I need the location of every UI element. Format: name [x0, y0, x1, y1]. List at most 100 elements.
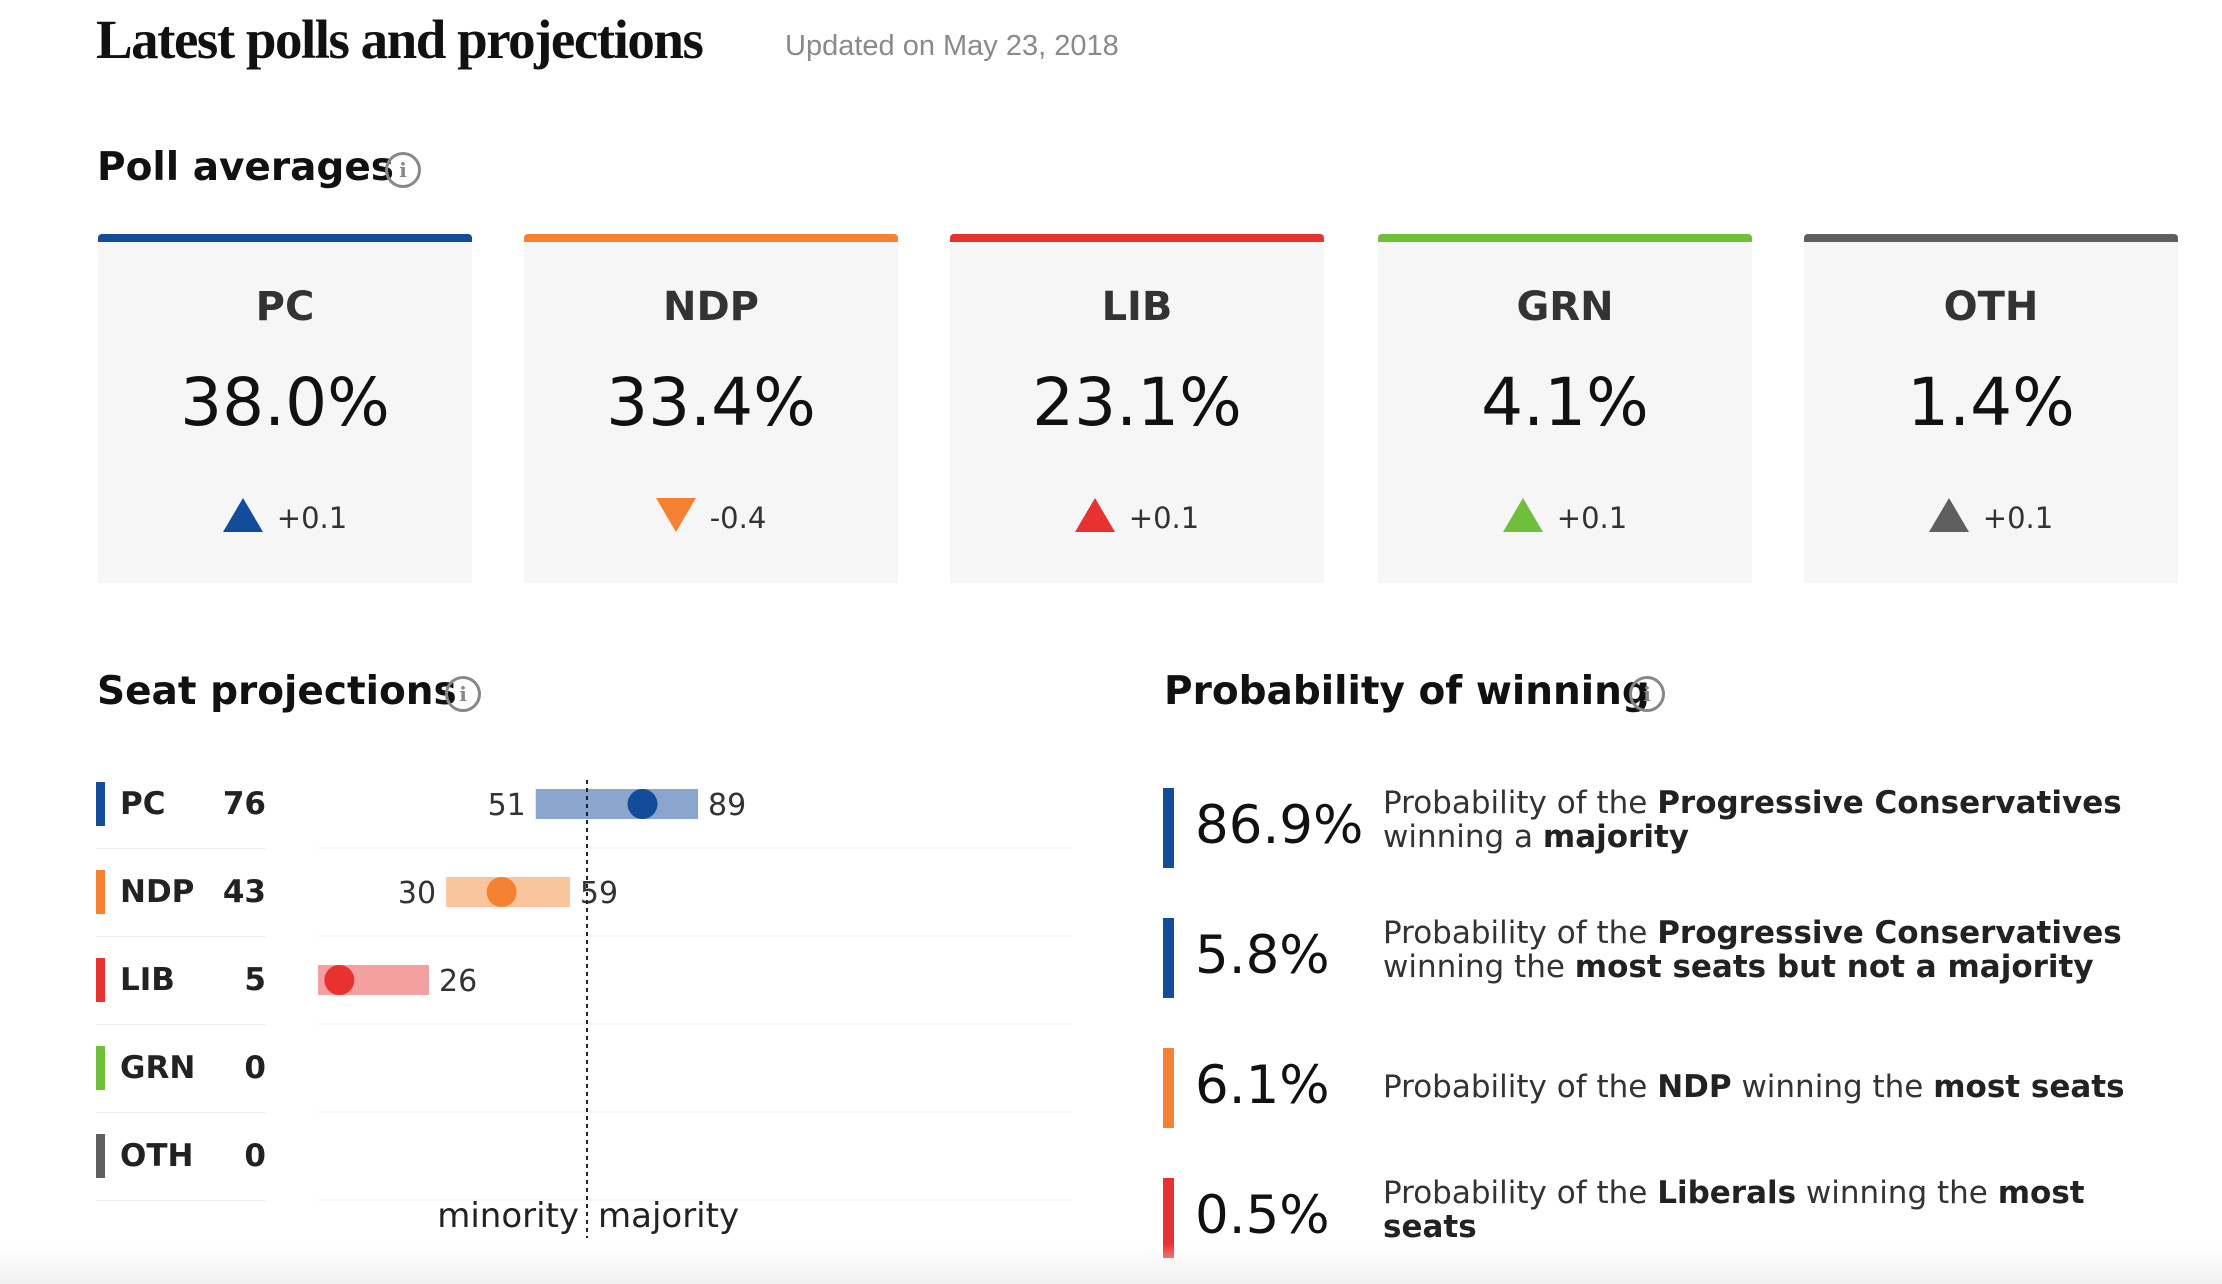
bottom-fade	[0, 1244, 2222, 1284]
description-emphasis: Liberals	[1657, 1175, 1797, 1211]
probability-color-bar	[1163, 1178, 1174, 1258]
card-party: GRN	[1516, 284, 1614, 330]
description-text: winning the	[1383, 949, 1575, 985]
probability-item: 5.8% Probability of the Progressive Conse…	[1163, 916, 2143, 998]
card-accent-bar	[1804, 234, 2178, 242]
card-percentage: 23.1%	[1032, 364, 1242, 441]
majority-label: majority	[598, 1196, 739, 1236]
seat-count: 5	[244, 962, 266, 998]
probability-value: 5.8%	[1195, 925, 1330, 986]
seat-party: LIB	[120, 962, 175, 998]
probability-description: Probability of the Progressive Conservat…	[1383, 916, 2143, 984]
seat-projections-title: Seat projections	[97, 669, 457, 714]
seat-party: PC	[120, 786, 166, 822]
card-change: +0.1	[98, 498, 472, 535]
range-high-label: 59	[580, 876, 618, 911]
description-text: Probability of the	[1383, 1069, 1658, 1105]
seat-count: 43	[222, 874, 266, 910]
range-bar-pc	[535, 789, 699, 819]
poll-card-grn: GRN 4.1% +0.1	[1378, 234, 1752, 583]
probability-description: Probability of the Progressive Conservat…	[1383, 786, 2143, 854]
description-emphasis: most seats but not a majority	[1574, 949, 2094, 985]
probability-value: 6.1%	[1195, 1055, 1330, 1116]
seat-row-grn: GRN 0	[96, 1024, 266, 1113]
card-party: LIB	[1101, 284, 1173, 330]
triangle-up-icon	[1928, 498, 1969, 532]
poll-averages-info-icon[interactable]: i	[385, 152, 421, 188]
minority-label: minority	[437, 1196, 579, 1236]
card-change-value: +0.1	[1128, 501, 1200, 535]
description-text: winning the	[1796, 1175, 1998, 1211]
probability-color-bar	[1163, 1048, 1174, 1128]
description-text: Probability of the	[1383, 915, 1658, 951]
card-percentage: 33.4%	[606, 364, 816, 441]
card-change-value: +0.1	[1982, 501, 2054, 535]
card-percentage: 4.1%	[1481, 364, 1649, 441]
triangle-down-icon	[655, 498, 696, 532]
probability-item: 86.9% Probability of the Progressive Cons…	[1163, 786, 2143, 868]
card-accent-bar	[524, 234, 898, 242]
poll-card-pc: PC 38.0% +0.1	[98, 234, 472, 583]
range-high-label: 26	[439, 964, 477, 999]
probability-value: 0.5%	[1195, 1185, 1330, 1246]
seat-count: 0	[244, 1138, 266, 1174]
party-color-bar	[96, 782, 105, 826]
probability-description: Probability of the NDP winning the most …	[1383, 1070, 2143, 1104]
range-high-label: 89	[708, 788, 746, 823]
card-accent-bar	[98, 234, 472, 242]
range-low-label: 30	[398, 876, 436, 911]
seat-row-oth: OTH 0	[96, 1112, 266, 1201]
probability-item: 6.1% Probability of the NDP winning the m…	[1163, 1048, 2143, 1128]
description-emphasis: NDP	[1657, 1069, 1732, 1105]
seat-projection-chart: 51 89 30 59 26 minority majority	[318, 780, 1072, 1238]
description-emphasis: Progressive Conservatives	[1657, 785, 2122, 821]
card-change: +0.1	[1804, 498, 2178, 535]
poll-card-ndp: NDP 33.4% -0.4	[524, 234, 898, 583]
description-emphasis: majority	[1542, 819, 1689, 855]
probability-info-icon[interactable]: i	[1629, 676, 1665, 712]
range-low-label: 51	[488, 788, 526, 823]
description-emphasis: most seats	[1933, 1069, 2125, 1105]
description-text: Probability of the	[1383, 1175, 1658, 1211]
triangle-up-icon	[222, 498, 263, 532]
triangle-up-icon	[1074, 498, 1115, 532]
card-change-value: +0.1	[1556, 501, 1628, 535]
party-color-bar	[96, 958, 105, 1002]
poll-card-lib: LIB 23.1% +0.1	[950, 234, 1324, 583]
description-text: winning the	[1731, 1069, 1934, 1105]
seat-projections-info-icon[interactable]: i	[445, 676, 481, 712]
poll-averages-title: Poll averages	[97, 145, 395, 190]
card-change: +0.1	[950, 498, 1324, 535]
probability-item: 0.5% Probability of the Liberals winning …	[1163, 1175, 2143, 1258]
projection-dot-pc	[627, 789, 658, 819]
seat-row-lib: LIB 5	[96, 936, 266, 1025]
description-text: winning a	[1383, 819, 1543, 855]
card-accent-bar	[950, 234, 1324, 242]
page-title: Latest polls and projections	[96, 9, 704, 70]
seat-party: OTH	[120, 1138, 194, 1174]
card-party: OTH	[1943, 284, 2039, 330]
poll-card-oth: OTH 1.4% +0.1	[1804, 234, 2178, 583]
triangle-up-icon	[1502, 498, 1543, 532]
projection-dot-lib	[324, 965, 355, 995]
projection-dot-ndp	[486, 877, 517, 907]
card-change: -0.4	[524, 498, 898, 535]
card-percentage: 1.4%	[1907, 364, 2075, 441]
seat-row-ndp: NDP 43	[96, 848, 266, 937]
card-accent-bar	[1378, 234, 1752, 242]
party-color-bar	[96, 870, 105, 914]
party-color-bar	[96, 1134, 105, 1178]
party-color-bar	[96, 1046, 105, 1090]
seat-count: 76	[222, 786, 266, 822]
card-party: PC	[255, 284, 315, 330]
probability-color-bar	[1163, 918, 1174, 998]
probability-color-bar	[1163, 788, 1174, 868]
description-text: Probability of the	[1383, 785, 1658, 821]
seat-party: GRN	[120, 1050, 196, 1086]
seat-count: 0	[244, 1050, 266, 1086]
description-emphasis: most seats	[1383, 1175, 2085, 1245]
probability-title: Probability of winning	[1164, 669, 1650, 714]
seat-party: NDP	[120, 874, 195, 910]
description-emphasis: Progressive Conservatives	[1657, 915, 2122, 951]
card-party: NDP	[663, 284, 759, 330]
